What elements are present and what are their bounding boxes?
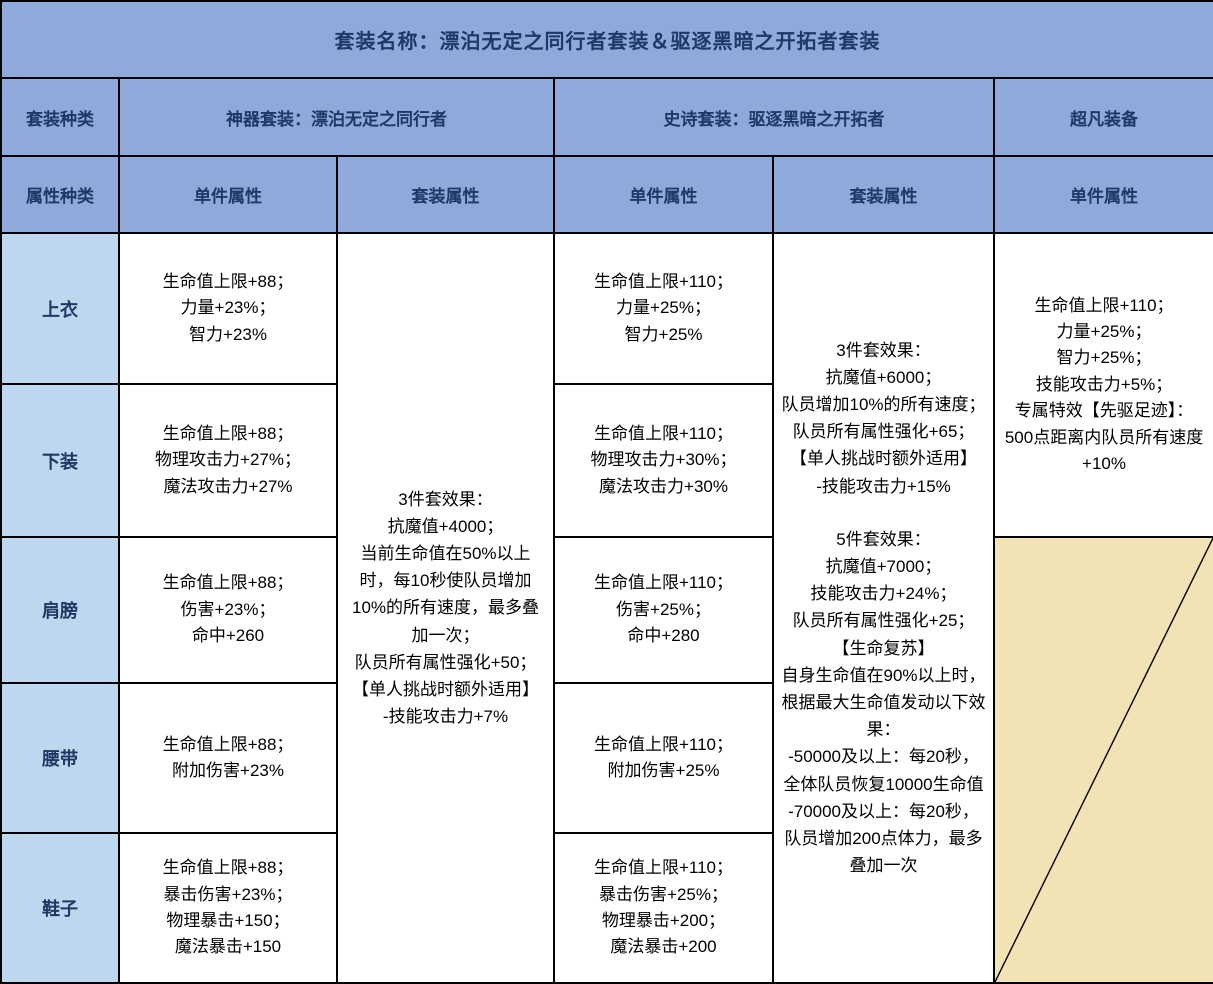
part-label-pants: 下装 bbox=[0, 383, 120, 538]
row-belt: 腰带 生命值上限+88； 附加伤害+23% 生命值上限+110； 附加伤害+25… bbox=[0, 682, 1213, 834]
row-coat: 上衣 生命值上限+88； 力量+23%； 智力+23% 3件套效果： 抗魔值+4… bbox=[0, 232, 1213, 984]
part-label-coat: 上衣 bbox=[0, 232, 120, 385]
artifact-set-header: 神器套装：漂泊无定之同行者 bbox=[118, 77, 555, 157]
epic-set-attr-header: 套装属性 bbox=[772, 155, 995, 234]
cell-shoulder-artifact-single: 生命值上限+88； 伤害+23%； 命中+260 bbox=[118, 536, 338, 684]
attr-type-row: 属性种类 单件属性 套装属性 单件属性 套装属性 单件属性 bbox=[0, 155, 1213, 234]
part-label-belt: 腰带 bbox=[0, 682, 120, 834]
artifact-set-effect-text: 3件套效果： 抗魔值+4000； 当前生命值在50%以上时，每10秒使队员增加1… bbox=[351, 489, 540, 727]
cell-epic-set-effect: 3件套效果： 抗魔值+6000； 队员增加10%的所有速度； 队员所有属性强化+… bbox=[772, 232, 995, 984]
row-shoes: 鞋子 生命值上限+88； 暴击伤害+23%； 物理暴击+150； 魔法暴击+15… bbox=[0, 832, 1213, 984]
cell-transcendent-single: 生命值上限+110； 力量+25%； 智力+25%； 技能攻击力+5%； 专属特… bbox=[992, 232, 1213, 538]
epic-set-header: 史诗套装：驱逐黑暗之开拓者 bbox=[553, 77, 995, 157]
artifact-single-attr-header: 单件属性 bbox=[118, 155, 338, 234]
artifact-set-attr-header: 套装属性 bbox=[336, 155, 555, 234]
cell-coat-epic-single: 生命值上限+110； 力量+25%； 智力+25% bbox=[553, 232, 774, 385]
part-label-shoes: 鞋子 bbox=[0, 832, 120, 984]
part-label-shoulder: 肩膀 bbox=[0, 536, 120, 684]
set-type-label: 套装种类 bbox=[0, 77, 120, 157]
epic-single-attr-header: 单件属性 bbox=[553, 155, 774, 234]
cell-coat-artifact-single: 生命值上限+88； 力量+23%； 智力+23% bbox=[118, 232, 338, 385]
diagonal-slash-line bbox=[995, 538, 1213, 982]
cell-artifact-set-effect: 3件套效果： 抗魔值+4000； 当前生命值在50%以上时，每10秒使队员增加1… bbox=[336, 232, 555, 984]
epic-set-effect-5pc-text: 5件套效果： 抗魔值+7000； 技能攻击力+24%； 队员所有属性强化+25；… bbox=[781, 529, 986, 876]
cell-shoes-epic-single: 生命值上限+110； 暴击伤害+25%； 物理暴击+200； 魔法暴击+200 bbox=[553, 832, 774, 984]
table-title: 套装名称：漂泊无定之同行者套装＆驱逐黑暗之开拓者套装 bbox=[0, 0, 1213, 79]
transcendent-header: 超凡装备 bbox=[992, 77, 1213, 157]
cell-pants-artifact-single: 生命值上限+88； 物理攻击力+27%； 魔法攻击力+27% bbox=[118, 383, 338, 538]
cell-belt-epic-single: 生命值上限+110； 附加伤害+25% bbox=[553, 682, 774, 834]
cell-transcendent-na bbox=[992, 536, 1213, 984]
cell-belt-artifact-single: 生命值上限+88； 附加伤害+23% bbox=[118, 682, 338, 834]
row-shoulder: 肩膀 生命值上限+88； 伤害+23%； 命中+260 生命值上限+110； 伤… bbox=[0, 536, 1213, 984]
attr-type-label: 属性种类 bbox=[0, 155, 120, 234]
cell-pants-epic-single: 生命值上限+110； 物理攻击力+30%； 魔法攻击力+30% bbox=[553, 383, 774, 538]
set-type-row: 套装种类 神器套装：漂泊无定之同行者 史诗套装：驱逐黑暗之开拓者 超凡装备 bbox=[0, 77, 1213, 157]
cell-shoes-artifact-single: 生命值上限+88； 暴击伤害+23%； 物理暴击+150； 魔法暴击+150 bbox=[118, 832, 338, 984]
title-row: 套装名称：漂泊无定之同行者套装＆驱逐黑暗之开拓者套装 bbox=[0, 0, 1213, 79]
transcendent-single-attr-header: 单件属性 bbox=[992, 155, 1213, 234]
row-pants: 下装 生命值上限+88； 物理攻击力+27%； 魔法攻击力+27% 生命值上限+… bbox=[0, 383, 1213, 538]
cell-shoulder-epic-single: 生命值上限+110； 伤害+25%； 命中+280 bbox=[553, 536, 774, 684]
epic-set-effect-3pc-text: 3件套效果： 抗魔值+6000； 队员增加10%的所有速度； 队员所有属性强化+… bbox=[781, 340, 986, 496]
